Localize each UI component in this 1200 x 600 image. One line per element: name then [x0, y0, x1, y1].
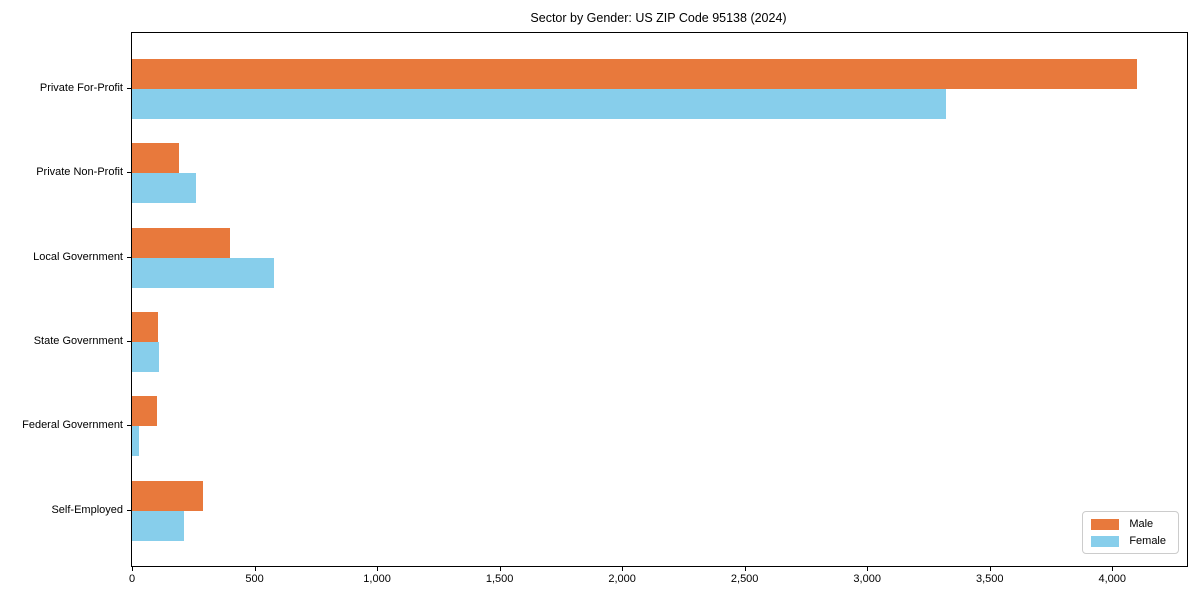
y-tick-label-private-non-profit: Private Non-Profit	[36, 166, 123, 179]
x-tick-mark	[867, 567, 869, 571]
bar-female-self-employed	[132, 510, 184, 541]
y-tick-label-local-government: Local Government	[33, 250, 123, 263]
y-tick-mark	[127, 425, 131, 427]
x-tick-label-4-000: 4,000	[1098, 573, 1127, 585]
y-tick-label-self-employed: Self-Employed	[51, 503, 123, 516]
x-tick-mark	[989, 567, 991, 571]
bar-female-private-for-profit	[132, 89, 946, 119]
y-tick-mark	[127, 88, 131, 89]
legend-label-male: Male	[1129, 518, 1154, 530]
x-tick-mark	[622, 567, 624, 571]
plot-area: Male Female	[131, 32, 1188, 567]
y-tick-label-private-for-profit: Private For-Profit	[39, 82, 123, 94]
bar-female-private-non-profit	[132, 173, 196, 204]
bar-male-state-government	[132, 311, 158, 342]
legend-swatch-female-icon	[1091, 535, 1120, 547]
x-tick-label-1-500: 1,500	[485, 573, 514, 585]
x-tick-mark	[132, 567, 133, 571]
x-tick-mark	[254, 567, 256, 571]
legend-item-female: Female	[1091, 535, 1166, 547]
bar-female-federal-government	[132, 426, 139, 457]
y-tick-label-state-government: State Government	[33, 334, 123, 347]
x-tick-label-1-000: 1,000	[363, 573, 391, 585]
x-tick-mark	[377, 567, 379, 571]
bar-female-local-government	[132, 257, 275, 288]
bar-female-state-government	[132, 341, 159, 372]
legend-label-female: Female	[1129, 535, 1166, 547]
y-tick-mark	[127, 509, 131, 511]
x-tick-label-500: 500	[245, 573, 264, 585]
legend-swatch-male-icon	[1091, 518, 1120, 530]
bar-male-self-employed	[132, 480, 204, 511]
bar-male-local-government	[132, 227, 230, 258]
y-tick-mark	[127, 172, 131, 174]
x-tick-label-2-000: 2,000	[608, 573, 636, 585]
bar-male-private-non-profit	[132, 143, 179, 174]
x-tick-label-2-500: 2,500	[730, 573, 759, 585]
x-tick-label-0: 0	[128, 573, 136, 585]
x-tick-mark	[744, 567, 746, 571]
chart-title: Sector by Gender: US ZIP Code 95138 (202…	[530, 11, 787, 25]
legend: Male Female	[1082, 511, 1179, 554]
bar-male-private-for-profit	[132, 59, 1137, 89]
x-tick-mark	[499, 567, 501, 571]
y-tick-mark	[127, 340, 131, 342]
x-tick-label-3-500: 3,500	[975, 573, 1004, 585]
y-tick-mark	[127, 256, 131, 258]
legend-item-male: Male	[1091, 518, 1166, 530]
y-tick-label-federal-government: Federal Government	[22, 419, 123, 432]
bar-male-federal-government	[132, 396, 158, 427]
x-tick-label-3-000: 3,000	[853, 573, 881, 585]
x-tick-mark	[1112, 567, 1114, 571]
